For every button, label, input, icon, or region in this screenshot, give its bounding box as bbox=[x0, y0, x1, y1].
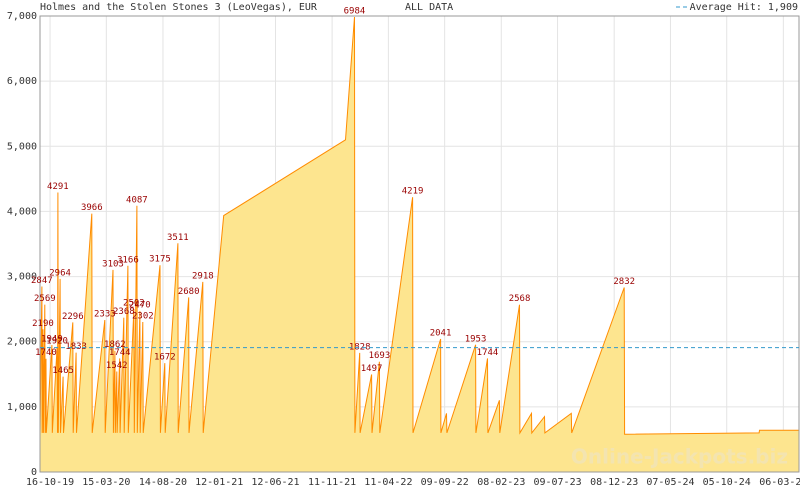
legend-label: Average Hit: 1,909 bbox=[690, 2, 798, 13]
value-label: 2832 bbox=[613, 277, 635, 287]
x-tick-label: 08-12-23 bbox=[590, 477, 638, 488]
value-label: 1833 bbox=[65, 342, 87, 352]
x-tick-label: 09-09-22 bbox=[421, 477, 469, 488]
value-label: 1828 bbox=[349, 342, 371, 352]
value-label: 4087 bbox=[126, 195, 148, 205]
value-label: 1744 bbox=[477, 348, 499, 358]
y-tick-label: 6,000 bbox=[7, 76, 37, 87]
value-label: 4219 bbox=[402, 187, 424, 197]
chart-title: Holmes and the Stolen Stones 3 (LeoVegas… bbox=[40, 2, 318, 13]
y-tick-label: 3,000 bbox=[7, 272, 37, 283]
x-tick-label: 12-06-21 bbox=[251, 477, 299, 488]
value-label: 1953 bbox=[465, 334, 487, 344]
value-label: 1920 bbox=[46, 336, 68, 346]
value-label: 1672 bbox=[154, 353, 176, 363]
x-tick-label: 09-07-23 bbox=[533, 477, 581, 488]
area bbox=[40, 17, 799, 472]
value-label: 1744 bbox=[109, 348, 131, 358]
value-label: 2470 bbox=[129, 301, 151, 311]
value-label: 1740 bbox=[35, 348, 57, 358]
watermark: Online-Jackpots.biz bbox=[571, 445, 788, 469]
value-label: 2041 bbox=[430, 329, 452, 339]
value-label: 1949 bbox=[41, 335, 63, 345]
value-label: 3166 bbox=[117, 255, 139, 265]
y-tick-label: 1,000 bbox=[7, 402, 37, 413]
x-tick-label: 07-05-24 bbox=[646, 477, 694, 488]
x-tick-label: 08-02-23 bbox=[477, 477, 525, 488]
chart-subtitle: ALL DATA bbox=[405, 2, 453, 13]
value-label: 2569 bbox=[34, 294, 56, 304]
y-tick-label: 7,000 bbox=[7, 11, 37, 22]
value-label: 2918 bbox=[192, 271, 214, 281]
plot bbox=[39, 16, 799, 472]
line bbox=[39, 16, 799, 435]
value-label: 6984 bbox=[344, 7, 366, 17]
value-label: 2502 bbox=[123, 299, 145, 309]
value-label: 4291 bbox=[47, 182, 69, 192]
value-label: 1465 bbox=[52, 366, 74, 376]
y-tick-label: 4,000 bbox=[7, 206, 37, 217]
x-tick-label: 05-10-24 bbox=[703, 477, 751, 488]
x-tick-label: 15-03-20 bbox=[82, 477, 130, 488]
value-label: 2680 bbox=[178, 287, 200, 297]
y-tick-label: 2,000 bbox=[7, 337, 37, 348]
value-label: 3175 bbox=[149, 255, 171, 265]
x-tick-label: 16-10-19 bbox=[26, 477, 74, 488]
value-label: 1862 bbox=[104, 340, 126, 350]
x-tick-label: 12-01-21 bbox=[195, 477, 243, 488]
value-label: 2964 bbox=[49, 268, 71, 278]
value-label: 2847 bbox=[31, 276, 53, 286]
plot-frame bbox=[39, 15, 800, 473]
value-label: 2368 bbox=[113, 307, 135, 317]
value-label: 2190 bbox=[32, 319, 54, 329]
value-label: 3966 bbox=[81, 203, 103, 213]
x-tick-label: 11-11-21 bbox=[308, 477, 356, 488]
value-label: 3103 bbox=[102, 259, 124, 269]
value-label: 1497 bbox=[361, 364, 383, 374]
x-tick-label: 11-04-22 bbox=[364, 477, 412, 488]
y-tick-label: 5,000 bbox=[7, 141, 37, 152]
value-label: 2302 bbox=[132, 312, 154, 322]
value-label: 2296 bbox=[62, 312, 84, 322]
value-label: 3511 bbox=[167, 233, 189, 243]
x-tick-label: 06-03-25 bbox=[759, 477, 800, 488]
value-label: 1542 bbox=[106, 361, 128, 371]
value-label: 2333 bbox=[94, 310, 116, 320]
value-label: 2568 bbox=[509, 294, 531, 304]
y-tick-label: 0 bbox=[31, 467, 37, 478]
value-label: 1693 bbox=[369, 351, 391, 361]
x-tick-label: 14-08-20 bbox=[139, 477, 187, 488]
